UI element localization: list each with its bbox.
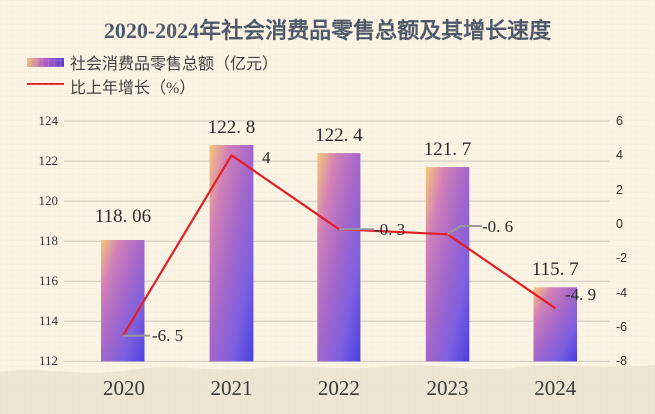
svg-text:115. 7: 115. 7	[532, 259, 579, 280]
svg-text:-2: -2	[616, 251, 627, 265]
svg-text:2020: 2020	[103, 376, 145, 400]
svg-text:124: 124	[39, 113, 59, 128]
svg-text:-4: -4	[616, 286, 627, 300]
svg-text:122: 122	[39, 153, 59, 168]
svg-text:121. 7: 121. 7	[424, 139, 472, 160]
svg-text:-8: -8	[616, 354, 627, 368]
svg-text:114: 114	[39, 313, 59, 328]
svg-text:-0. 3: -0. 3	[374, 220, 405, 239]
svg-text:118: 118	[39, 233, 58, 248]
svg-text:4: 4	[262, 148, 271, 167]
svg-text:2021: 2021	[211, 376, 253, 400]
svg-text:-6. 5: -6. 5	[152, 326, 183, 345]
svg-text:0: 0	[616, 217, 623, 231]
svg-text:4: 4	[616, 148, 623, 162]
svg-text:-4. 9: -4. 9	[565, 285, 596, 304]
svg-text:6: 6	[616, 114, 623, 128]
svg-text:2024: 2024	[534, 376, 577, 400]
svg-text:122. 4: 122. 4	[315, 125, 363, 146]
svg-text:2022: 2022	[318, 376, 360, 400]
svg-text:2: 2	[616, 183, 623, 197]
svg-text:122. 8: 122. 8	[208, 117, 256, 138]
svg-text:120: 120	[39, 193, 59, 208]
svg-text:116: 116	[39, 273, 59, 288]
svg-text:-6: -6	[616, 320, 627, 334]
svg-text:112: 112	[39, 353, 58, 368]
svg-text:2023: 2023	[427, 376, 469, 400]
svg-text:-0. 6: -0. 6	[482, 217, 513, 236]
svg-text:118. 06: 118. 06	[95, 206, 151, 227]
